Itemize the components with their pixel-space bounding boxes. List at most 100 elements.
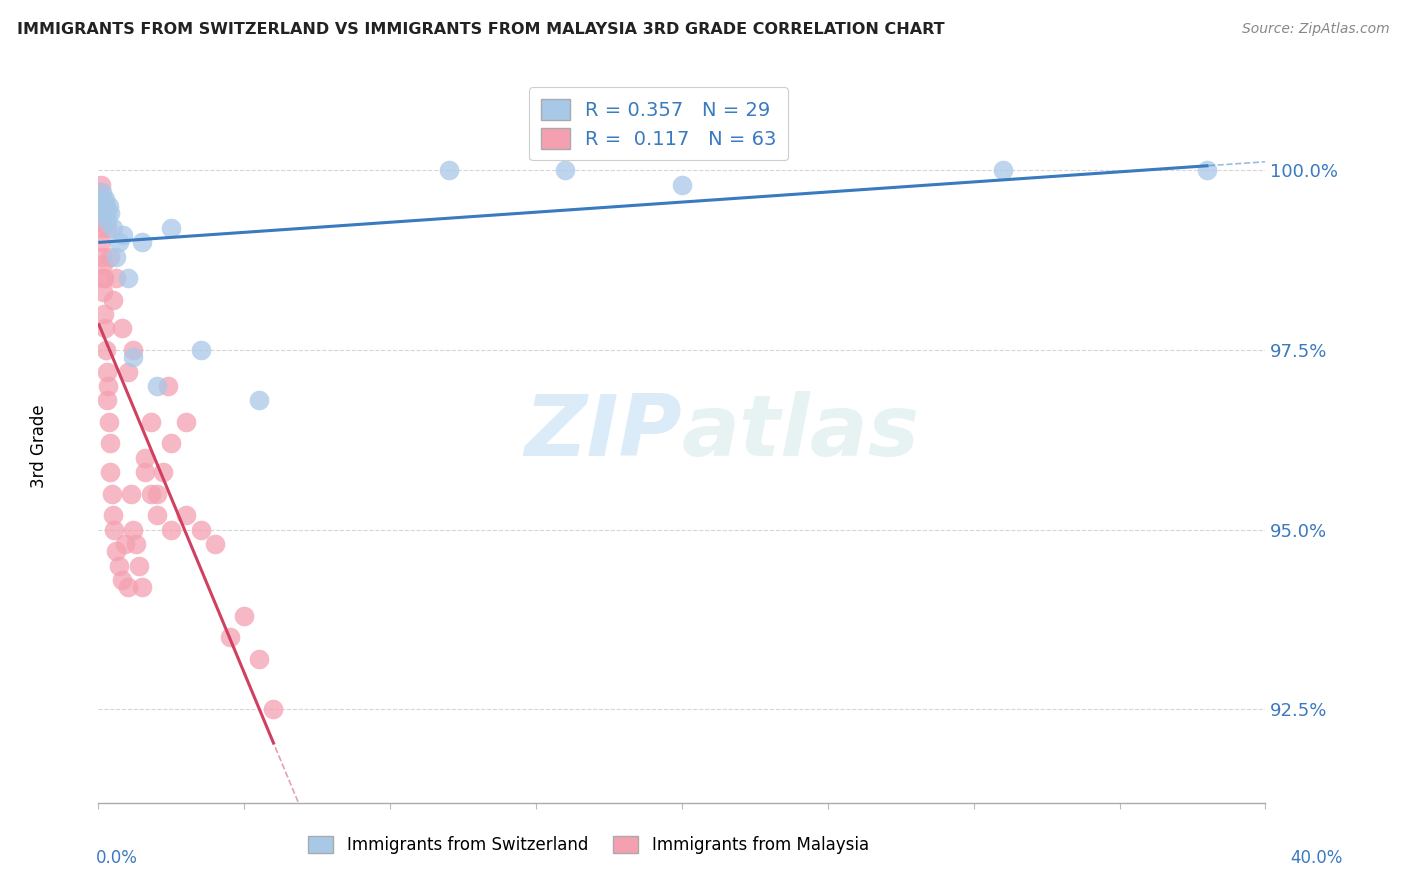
Point [134, 450, 156, 465]
Point [91, 285, 114, 300]
Point [90, 220, 112, 235]
Text: Source: ZipAtlas.com: Source: ZipAtlas.com [1241, 22, 1389, 37]
Point [146, 486, 169, 500]
Point [100, 486, 122, 500]
Point [101, 220, 124, 235]
Point [98, 206, 121, 220]
Point [139, 415, 162, 429]
Point [160, 220, 183, 235]
Point [94, 192, 117, 206]
Point [89, 199, 111, 213]
Point [117, 365, 139, 379]
Point [98, 465, 121, 479]
Point [218, 631, 240, 645]
Point [128, 558, 150, 573]
Point [125, 537, 148, 551]
Point [152, 465, 174, 479]
Point [97, 199, 120, 213]
Point [94, 199, 117, 213]
Point [108, 235, 131, 249]
Point [104, 544, 127, 558]
Point [233, 608, 256, 623]
Point [90, 199, 112, 213]
Point [437, 163, 460, 178]
Point [122, 523, 145, 537]
Point [96, 393, 118, 408]
Point [174, 415, 197, 429]
Point [671, 178, 693, 192]
Point [98, 250, 121, 264]
Point [146, 379, 169, 393]
Point [111, 573, 134, 587]
Point [139, 486, 162, 500]
Point [134, 465, 156, 479]
Point [89, 199, 111, 213]
Point [104, 250, 127, 264]
Point [93, 271, 115, 285]
Point [96, 206, 118, 220]
Point [91, 192, 114, 206]
Point [91, 257, 114, 271]
Point [93, 307, 115, 321]
Point [103, 523, 125, 537]
Point [90, 235, 112, 249]
Point [117, 580, 139, 594]
Point [97, 379, 120, 393]
Point [101, 293, 124, 307]
Point [131, 235, 153, 249]
Point [190, 523, 212, 537]
Point [96, 365, 118, 379]
Point [89, 199, 111, 213]
Point [108, 558, 131, 573]
Point [87, 185, 110, 199]
Point [1197, 163, 1219, 178]
Point [96, 213, 118, 227]
Point [90, 178, 112, 192]
Point [174, 508, 197, 523]
Point [89, 213, 111, 227]
Point [96, 220, 118, 235]
Point [89, 192, 111, 206]
Point [104, 271, 127, 285]
Point [190, 343, 212, 357]
Legend: Immigrants from Switzerland, Immigrants from Malaysia: Immigrants from Switzerland, Immigrants … [302, 830, 876, 861]
Text: atlas: atlas [682, 391, 920, 475]
Point [120, 486, 142, 500]
Point [94, 343, 117, 357]
Point [89, 206, 111, 220]
Point [91, 271, 114, 285]
Point [90, 185, 112, 199]
Point [90, 250, 112, 264]
Point [93, 206, 115, 220]
Point [117, 271, 139, 285]
Point [122, 350, 145, 364]
Text: 40.0%: 40.0% [1291, 849, 1343, 867]
Point [94, 321, 117, 335]
Point [93, 199, 115, 213]
Point [111, 321, 134, 335]
Text: ZIP: ZIP [524, 391, 682, 475]
Point [554, 163, 576, 178]
Point [114, 537, 136, 551]
Point [97, 415, 120, 429]
Point [112, 227, 135, 242]
Point [157, 379, 180, 393]
Point [146, 508, 169, 523]
Point [247, 393, 270, 408]
Point [991, 163, 1014, 178]
Point [93, 199, 115, 213]
Point [131, 580, 153, 594]
Point [247, 652, 270, 666]
Point [160, 436, 183, 450]
Point [90, 206, 112, 220]
Point [90, 192, 112, 206]
Text: 0.0%: 0.0% [96, 849, 138, 867]
Point [204, 537, 226, 551]
Point [98, 436, 121, 450]
Point [101, 508, 124, 523]
Text: 3rd Grade: 3rd Grade [31, 404, 48, 488]
Point [160, 523, 183, 537]
Point [122, 343, 145, 357]
Text: IMMIGRANTS FROM SWITZERLAND VS IMMIGRANTS FROM MALAYSIA 3RD GRADE CORRELATION CH: IMMIGRANTS FROM SWITZERLAND VS IMMIGRANT… [17, 22, 945, 37]
Point [263, 702, 285, 716]
